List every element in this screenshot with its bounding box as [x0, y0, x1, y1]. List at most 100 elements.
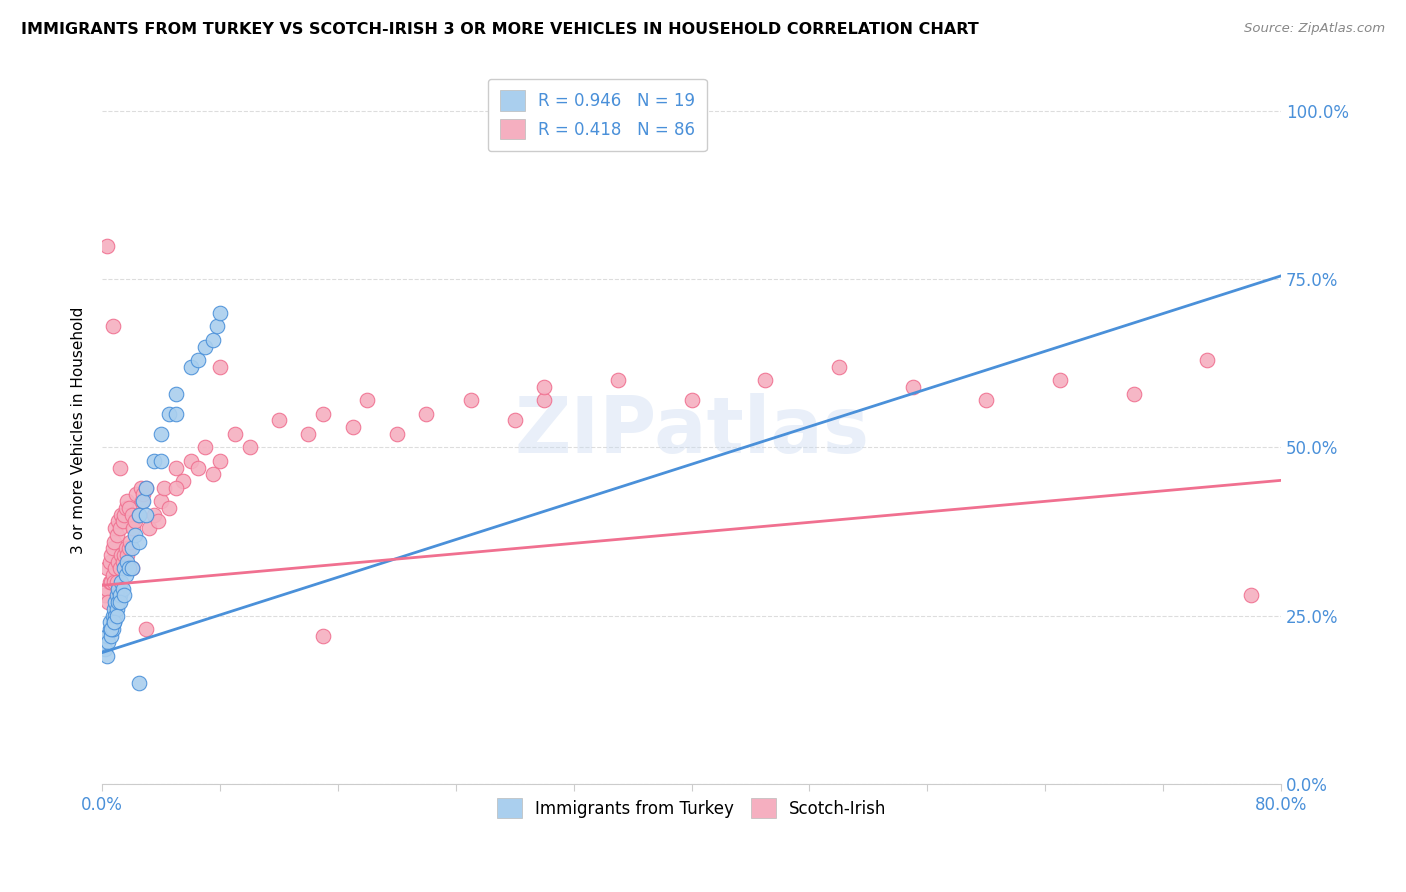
Point: [100, 574, 122, 589]
Point: [128, 508, 150, 522]
Point: [110, 508, 132, 522]
Point: [107, 555, 129, 569]
Point: [135, 481, 157, 495]
Point: [103, 602, 125, 616]
Point: [100, 629, 122, 643]
Point: [108, 595, 131, 609]
Text: IMMIGRANTS FROM TURKEY VS SCOTCH-IRISH 3 OR MORE VEHICLES IN HOUSEHOLD CORRELATI: IMMIGRANTS FROM TURKEY VS SCOTCH-IRISH 3…: [21, 22, 979, 37]
Point: [110, 574, 132, 589]
Point: [108, 460, 131, 475]
Point: [105, 602, 128, 616]
Point: [118, 541, 141, 556]
Point: [96, 648, 118, 663]
Point: [103, 615, 125, 630]
Point: [121, 541, 143, 556]
Point: [98, 622, 121, 636]
Point: [121, 561, 143, 575]
Point: [135, 622, 157, 636]
Point: [312, 407, 335, 421]
Point: [103, 534, 125, 549]
Point: [96, 561, 118, 575]
Point: [105, 574, 128, 589]
Point: [104, 561, 127, 575]
Point: [129, 481, 152, 495]
Point: [98, 574, 121, 589]
Point: [142, 454, 165, 468]
Point: [142, 508, 165, 522]
Point: [96, 238, 118, 252]
Point: [135, 481, 157, 495]
Point: [209, 359, 232, 374]
Point: [105, 528, 128, 542]
Point: [100, 548, 122, 562]
Point: [150, 494, 173, 508]
Point: [100, 622, 122, 636]
Point: [108, 521, 131, 535]
Point: [238, 441, 260, 455]
Point: [118, 561, 141, 575]
Point: [533, 393, 555, 408]
Point: [267, 413, 290, 427]
Text: Source: ZipAtlas.com: Source: ZipAtlas.com: [1244, 22, 1385, 36]
Point: [128, 676, 150, 690]
Point: [201, 333, 224, 347]
Point: [148, 515, 170, 529]
Point: [101, 568, 124, 582]
Point: [94, 588, 117, 602]
Point: [180, 454, 202, 468]
Y-axis label: 3 or more Vehicles in Household: 3 or more Vehicles in Household: [72, 307, 86, 554]
Point: [114, 500, 136, 515]
Point: [312, 629, 335, 643]
Point: [209, 306, 232, 320]
Point: [1049, 373, 1071, 387]
Point: [107, 515, 129, 529]
Point: [94, 642, 117, 657]
Point: [974, 393, 997, 408]
Point: [101, 608, 124, 623]
Point: [356, 393, 378, 408]
Point: [157, 500, 180, 515]
Point: [460, 393, 482, 408]
Point: [194, 441, 217, 455]
Point: [97, 635, 120, 649]
Point: [103, 615, 125, 630]
Point: [297, 426, 319, 441]
Point: [114, 541, 136, 556]
Point: [96, 582, 118, 596]
Point: [111, 582, 134, 596]
Point: [132, 494, 155, 508]
Point: [104, 608, 127, 623]
Point: [1240, 588, 1263, 602]
Point: [153, 481, 176, 495]
Point: [111, 515, 134, 529]
Point: [172, 474, 194, 488]
Point: [98, 555, 121, 569]
Point: [112, 561, 135, 575]
Point: [96, 629, 118, 643]
Point: [901, 380, 924, 394]
Point: [108, 561, 131, 575]
Point: [150, 454, 173, 468]
Point: [828, 359, 851, 374]
Point: [124, 515, 146, 529]
Point: [117, 548, 139, 562]
Point: [342, 420, 364, 434]
Point: [105, 588, 128, 602]
Point: [124, 528, 146, 542]
Point: [98, 615, 121, 630]
Point: [150, 426, 173, 441]
Point: [104, 521, 127, 535]
Legend: Immigrants from Turkey, Scotch-Irish: Immigrants from Turkey, Scotch-Irish: [491, 791, 893, 825]
Point: [97, 595, 120, 609]
Point: [606, 373, 628, 387]
Point: [128, 508, 150, 522]
Point: [503, 413, 526, 427]
Point: [165, 460, 187, 475]
Point: [114, 568, 136, 582]
Point: [112, 588, 135, 602]
Point: [121, 508, 143, 522]
Point: [754, 373, 776, 387]
Point: [101, 622, 124, 636]
Point: [165, 407, 187, 421]
Point: [201, 467, 224, 482]
